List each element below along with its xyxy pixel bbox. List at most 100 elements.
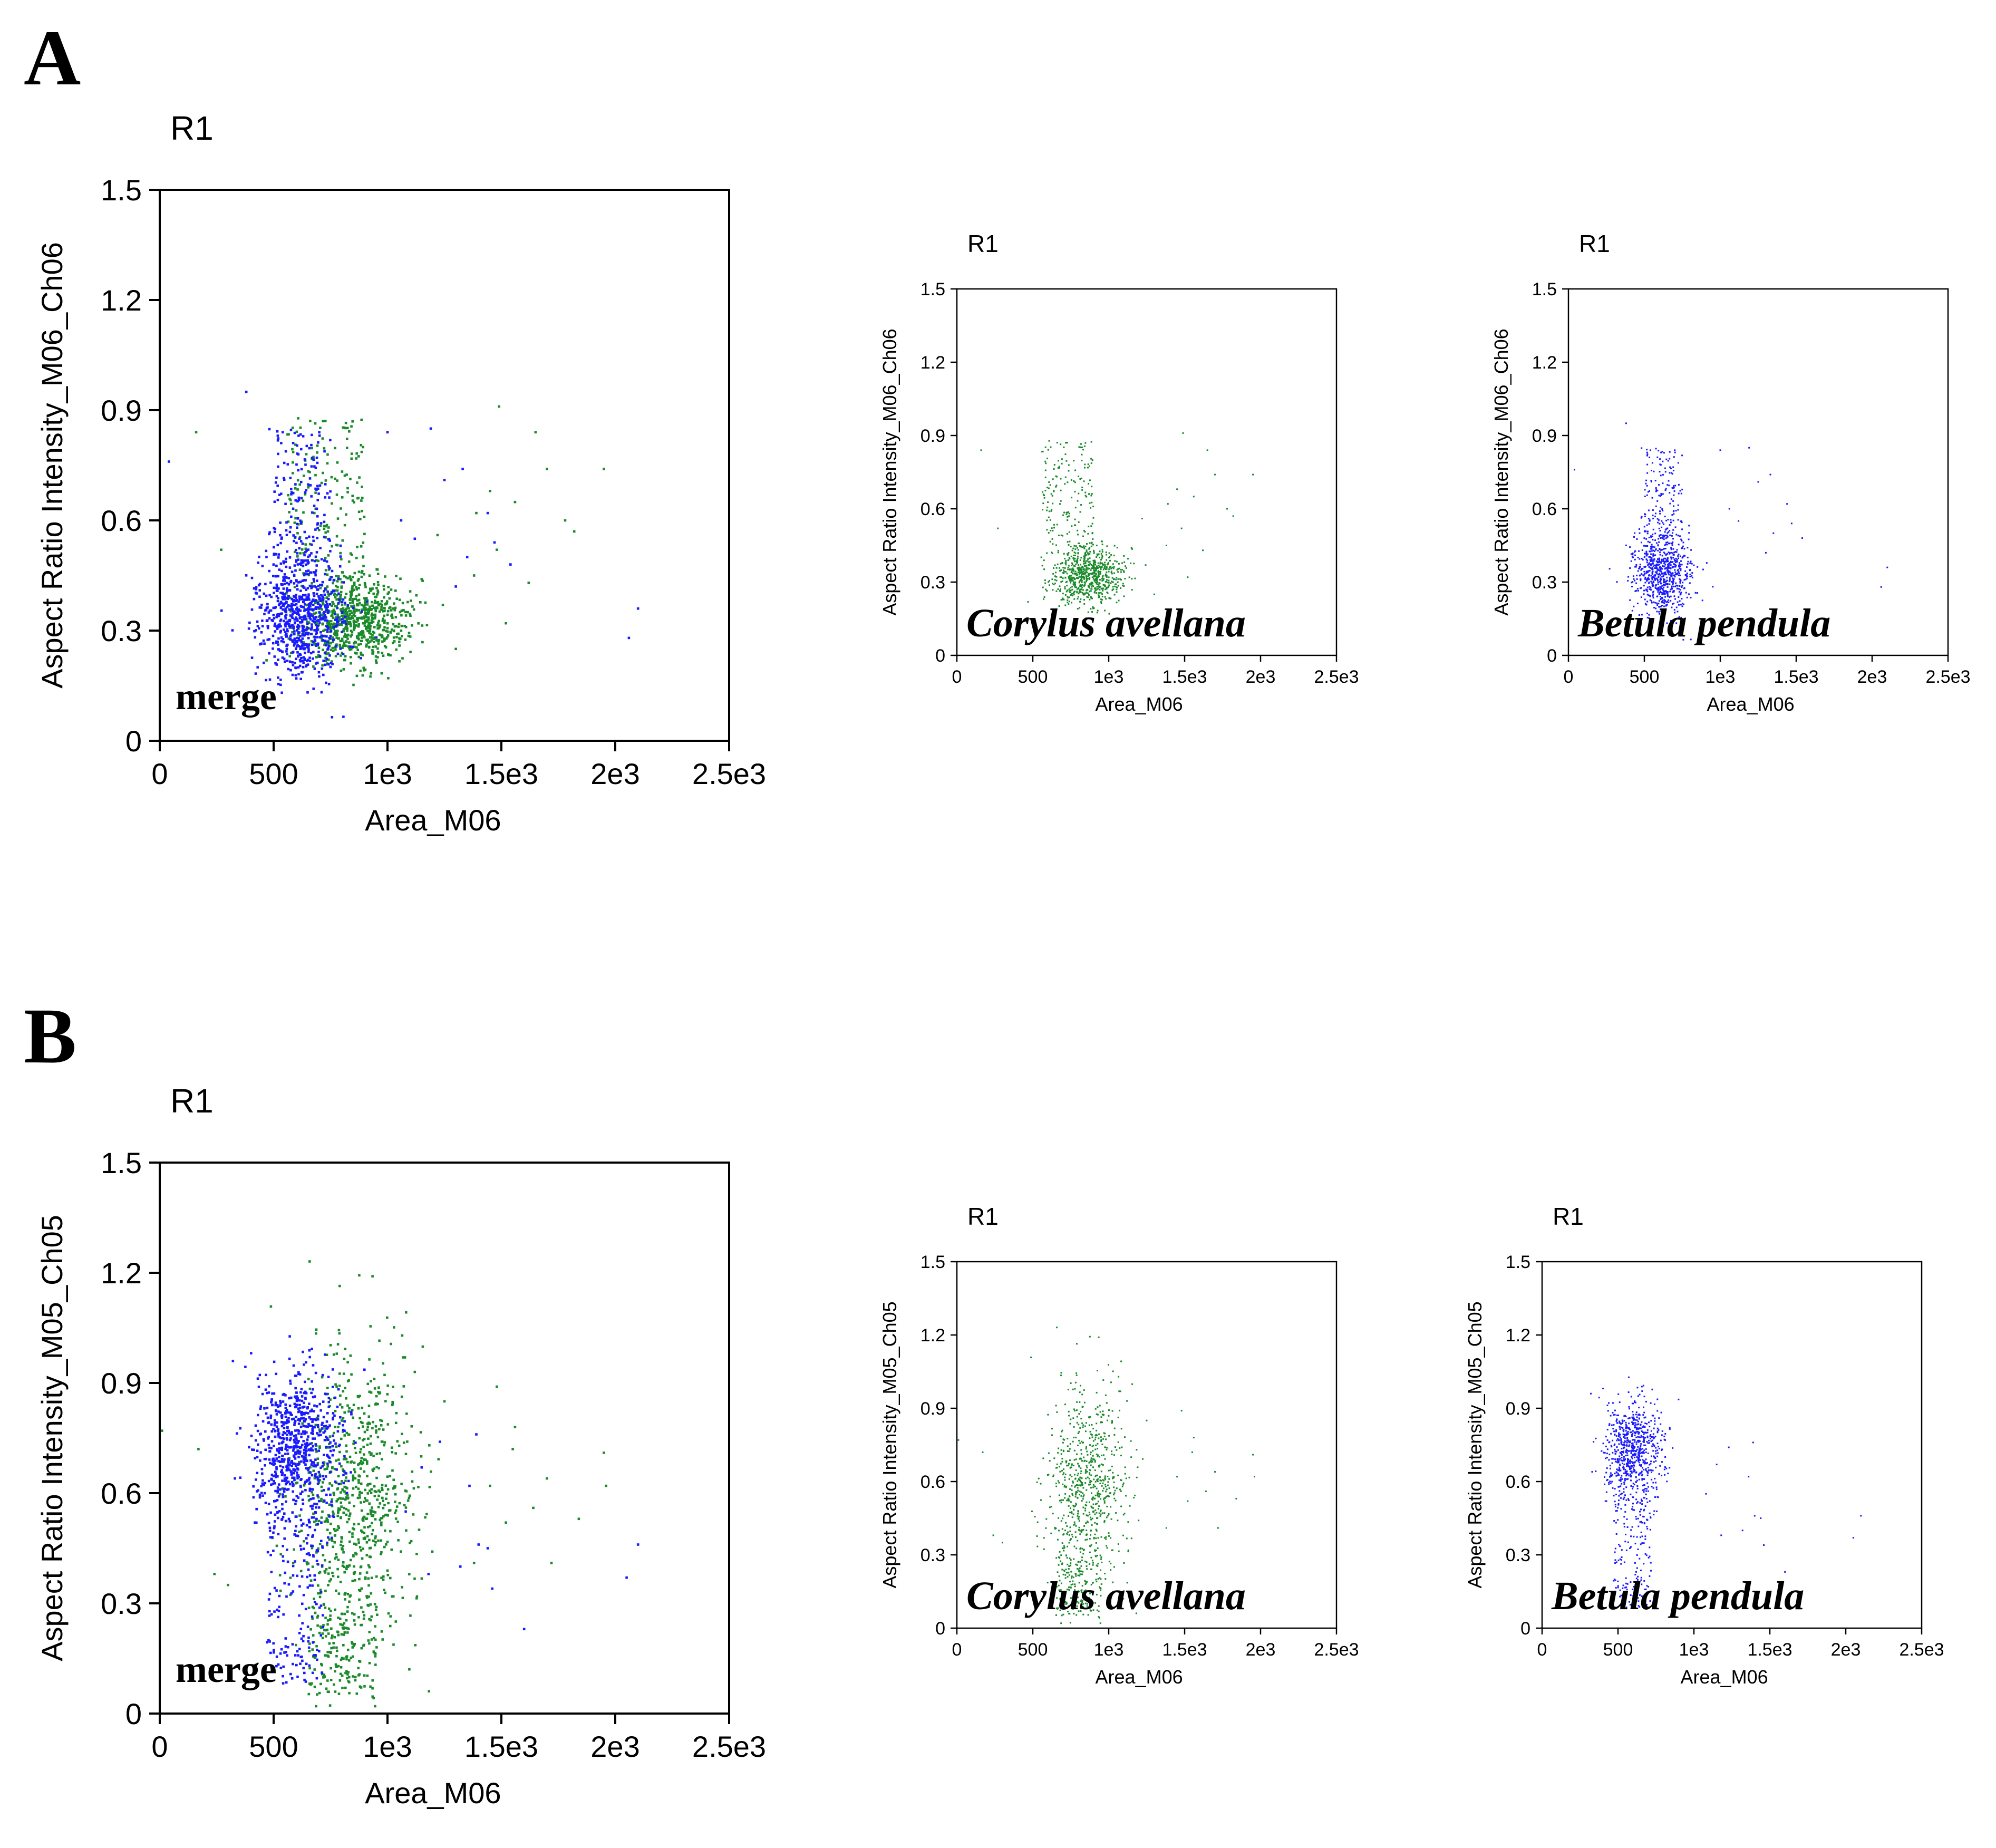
corylus-point [409,651,412,653]
corylus-point [336,589,339,592]
betula-point [282,1466,285,1469]
corylus-point [317,559,320,563]
betula-point [316,461,319,465]
corylus-point [338,1497,341,1499]
betula-point [282,1495,285,1498]
corylus-point [362,605,365,608]
corylus-point [1070,594,1072,596]
corylus-point [340,1505,343,1508]
betula-point [1670,567,1672,569]
corylus-point [404,626,408,628]
betula-point [1656,518,1659,520]
corylus-point [347,617,351,620]
corylus-point [371,1522,373,1525]
betula-point [298,547,301,550]
corylus-point [346,614,349,617]
betula-point [289,579,293,583]
corylus-point [372,1650,375,1653]
corylus-point [1068,590,1070,592]
corylus-point [324,1559,326,1562]
betula-point [314,528,317,531]
x-axis-label: Area_M06 [365,804,501,837]
corylus-point [313,1598,315,1600]
corylus-point [327,620,330,623]
betula-point [325,608,328,611]
corylus-point [1086,575,1088,576]
corylus-point [350,635,352,638]
betula-point [279,679,282,681]
corylus-point [365,597,368,599]
betula-point [1676,558,1678,560]
betula-point [300,656,303,660]
corylus-point [365,1499,367,1502]
corylus-point [362,1617,365,1620]
betula-point [1640,578,1641,580]
corylus-point [1042,586,1044,588]
corylus-point [321,1376,324,1379]
corylus-point [360,1457,363,1459]
betula-point [290,1418,294,1421]
corylus-point [1119,578,1121,580]
betula-point [295,548,297,552]
corylus-point [389,1615,392,1618]
corylus-point [1062,567,1064,569]
corylus-point [370,1454,372,1456]
betula-point [272,1459,274,1462]
betula-point [1650,587,1652,589]
corylus-point [349,656,352,659]
corylus-point [389,631,392,634]
betula-point [288,1446,291,1449]
corylus-point [1090,458,1092,460]
betula-point [277,683,280,685]
betula-point [1671,575,1673,577]
betula-point [1659,523,1661,525]
corylus-point [1059,591,1061,592]
betula-point [255,592,258,595]
betula-point [1645,558,1648,560]
corylus-point [1078,446,1080,448]
corylus-point [1048,440,1050,442]
corylus-point [353,1505,355,1507]
corylus-point [1054,575,1056,577]
betula-point [307,1552,310,1555]
betula-point [287,583,290,586]
corylus-point [1100,563,1102,565]
corylus-point [375,587,378,589]
betula-point [1639,564,1641,566]
betula-point [1666,484,1669,486]
corylus-point [332,1642,335,1644]
corylus-point [1133,563,1135,565]
betula-point [1652,595,1654,597]
corylus-point [1065,559,1067,562]
betula-point [1651,497,1653,499]
betula-point [329,439,332,442]
betula-point [341,631,343,634]
corylus-point [332,641,334,643]
betula-point [294,483,297,486]
betula-point [1658,573,1660,575]
corylus-point [356,649,359,651]
betula-point [280,442,283,444]
betula-point [305,537,308,539]
corylus-point [1063,570,1065,573]
betula-point [326,1437,328,1440]
betula-point [1663,557,1665,559]
corylus-point [1096,592,1098,594]
betula-point [1658,564,1660,566]
betula-point [295,1451,298,1454]
betula-point [307,593,310,596]
betula-point [1671,581,1673,583]
corylus-point [381,1488,384,1492]
betula-point [1652,555,1654,557]
betula-point [1666,532,1669,534]
corylus-point [1065,514,1068,516]
betula-point [297,637,301,640]
corylus-point [360,1448,362,1451]
betula-point [285,521,288,524]
corylus-point [406,1440,409,1443]
x-tick-label: 0 [952,667,962,687]
betula-point [319,599,322,602]
betula-point [317,651,320,653]
corylus-point [1091,586,1092,588]
corylus-point [1058,535,1060,536]
